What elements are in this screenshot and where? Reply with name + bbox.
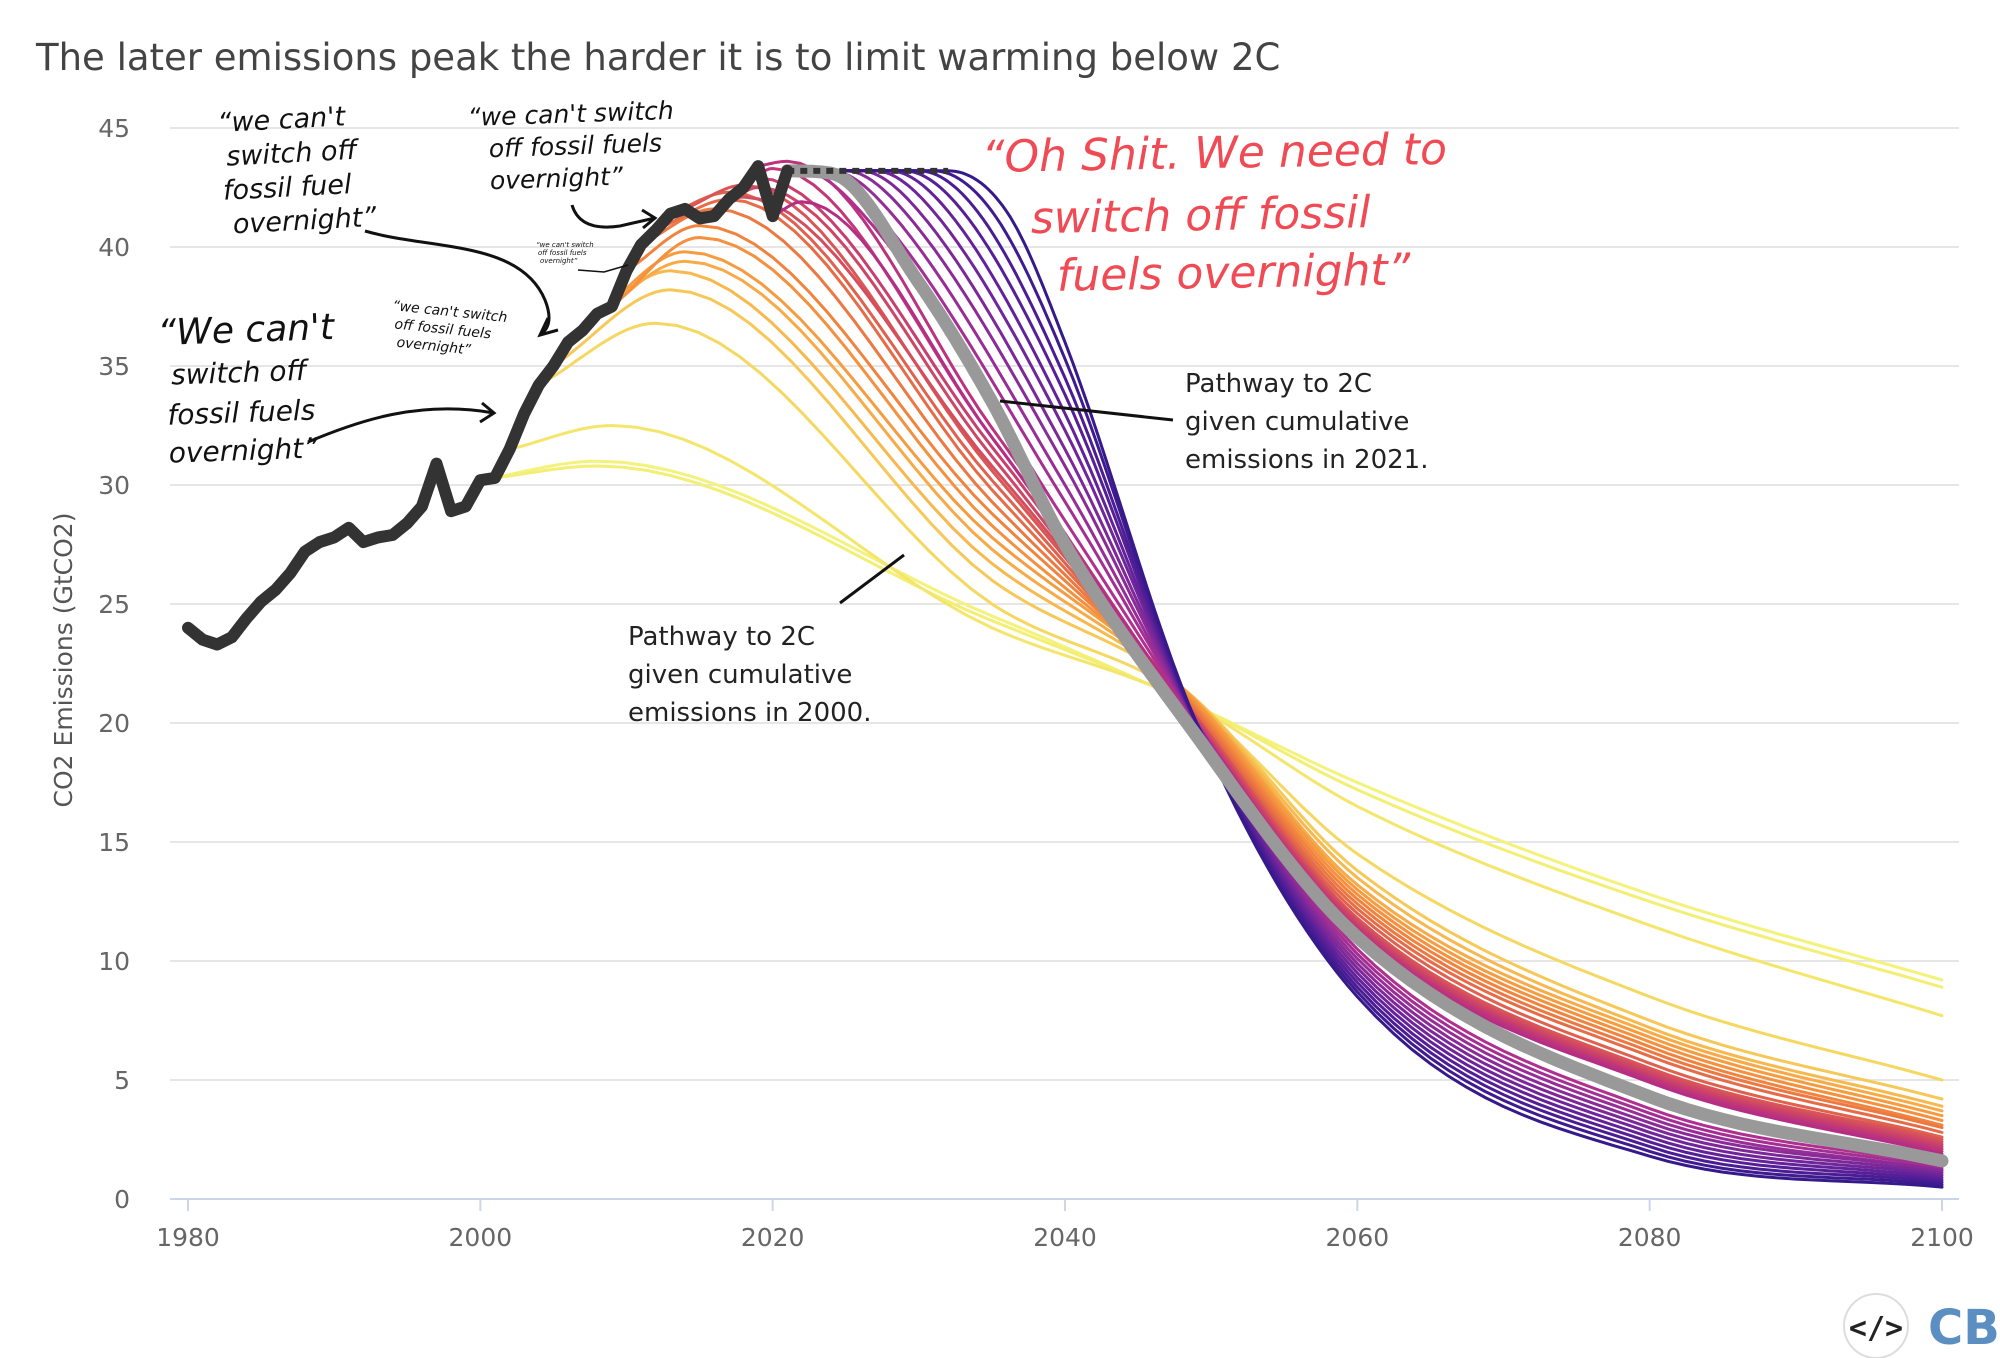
- y-tick-label: 45: [98, 114, 130, 143]
- note-line: overnight”: [168, 431, 319, 469]
- handwritten-note-top-left: “we can't switch off fossil fuel overnig…: [217, 100, 378, 241]
- y-tick-label: 15: [98, 828, 130, 857]
- note-line: overnight”: [396, 335, 472, 359]
- annotation-pathway-2021: Pathway to 2C given cumulative emissions…: [1185, 369, 1428, 475]
- note-line: overnight”: [232, 202, 378, 241]
- note-line: overnight”: [489, 162, 624, 196]
- pathway-line: [727, 176, 1944, 1149]
- x-tick-label: 2080: [1618, 1223, 1682, 1252]
- pathway-line: [785, 169, 1944, 1168]
- note-line: fossil fuels: [167, 394, 316, 432]
- x-tick-label: 2020: [741, 1223, 805, 1252]
- note-line: off fossil fuels: [538, 249, 587, 257]
- pathway-line: [785, 169, 1944, 1172]
- arrow-icon: [570, 204, 656, 229]
- handwritten-note-red: “Oh Shit. We need to switch off fossil f…: [981, 124, 1463, 303]
- note-line: “Oh Shit. We need to: [981, 124, 1447, 183]
- note-line: switch off fossil: [1030, 187, 1371, 244]
- note-line: switch off: [226, 135, 361, 173]
- code-icon[interactable]: </>: [1849, 1311, 1903, 1346]
- note-line: overnight”: [540, 257, 578, 265]
- y-tick-label: 20: [98, 709, 130, 738]
- arrow-icon: [577, 264, 629, 273]
- embed-button[interactable]: </>: [1843, 1293, 1909, 1358]
- x-tick-label: 1980: [156, 1223, 220, 1252]
- x-axis-ticks: 1980 2000 2020 2040 2060 2080 2100: [156, 1199, 1974, 1252]
- note-line: “we can't: [217, 101, 348, 139]
- embed-button-circle[interactable]: [1843, 1293, 1909, 1358]
- pathway-line: [785, 169, 1944, 1187]
- annotation-leader-2000: [839, 553, 905, 605]
- arrow-icon: [307, 407, 495, 444]
- note-line: off fossil fuels: [488, 128, 662, 163]
- handwritten-note-tiny: “we can't switch off fossil fuels overni…: [536, 241, 596, 265]
- note-line: fuels overnight”: [1056, 245, 1412, 302]
- historical-emissions-line: [182, 160, 794, 651]
- note-line: “We can't: [157, 307, 337, 354]
- y-tick-label: 5: [114, 1066, 130, 1095]
- pathway-line: [668, 190, 1944, 1139]
- y-tick-label: 30: [98, 471, 130, 500]
- pathway-2021-line: [780, 164, 1949, 1168]
- y-tick-label: 0: [114, 1185, 130, 1214]
- y-tick-label: 35: [98, 352, 130, 381]
- pathway-line: [785, 169, 1944, 1177]
- annotation-line: Pathway to 2C: [628, 622, 815, 652]
- handwritten-note-left: “We can't switch off fossil fuels overni…: [157, 307, 348, 470]
- x-tick-label: 2060: [1326, 1223, 1390, 1252]
- gridlines: [170, 127, 1959, 1200]
- annotation-pathway-2000: Pathway to 2C given cumulative emissions…: [628, 622, 871, 728]
- pathway-line: [785, 169, 1944, 1175]
- pathway-line: [785, 169, 1944, 1180]
- annotation-line: emissions in 2000.: [628, 698, 871, 728]
- y-tick-label: 25: [98, 590, 130, 619]
- note-line: fossil fuel: [222, 169, 352, 207]
- arrow-head-icon: [641, 208, 658, 230]
- arrow-head-icon: [537, 317, 559, 338]
- pathway-line: [712, 185, 1944, 1146]
- annotation-line: given cumulative: [628, 660, 852, 690]
- annotation-line: given cumulative: [1185, 407, 1409, 437]
- note-line: “we can't switch: [467, 96, 674, 132]
- pathway-line: [698, 195, 1944, 1144]
- x-tick-label: 2040: [1033, 1223, 1097, 1252]
- pathway-line: [785, 169, 1944, 1182]
- series-layer: [182, 159, 1949, 1189]
- pathway-line: [785, 169, 1944, 1172]
- y-axis-ticks: 0 5 10 15 20 25 30 35 40 45: [98, 114, 130, 1214]
- note-line: switch off: [170, 354, 309, 392]
- y-tick-label: 40: [98, 233, 130, 262]
- pathway-line: [785, 169, 1944, 1184]
- annotation-leader-2021: [999, 399, 1174, 422]
- pathway-line: [785, 169, 1944, 1189]
- handwritten-note-top-middle: “we can't switch off fossil fuels overni…: [467, 96, 684, 196]
- pathway-line: [785, 169, 1944, 1170]
- y-tick-label: 10: [98, 947, 130, 976]
- x-tick-label: 2100: [1910, 1223, 1974, 1252]
- y-axis-title: CO2 Emissions (GtCO2): [49, 513, 78, 808]
- x-tick-label: 2000: [449, 1223, 513, 1252]
- carbonbrief-logo: CB: [1928, 1300, 2000, 1356]
- pathway-line: [771, 200, 1944, 1156]
- chart-title: The later emissions peak the harder it i…: [35, 36, 1280, 79]
- arrow-icon: [364, 229, 551, 337]
- arrow-head-icon: [479, 401, 497, 424]
- annotation-line: emissions in 2021.: [1185, 445, 1428, 475]
- note-line: “we can't switch: [536, 241, 594, 249]
- annotation-line: Pathway to 2C: [1185, 369, 1372, 399]
- handwritten-note-small: “we can't switch off fossil fuels overni…: [388, 298, 513, 362]
